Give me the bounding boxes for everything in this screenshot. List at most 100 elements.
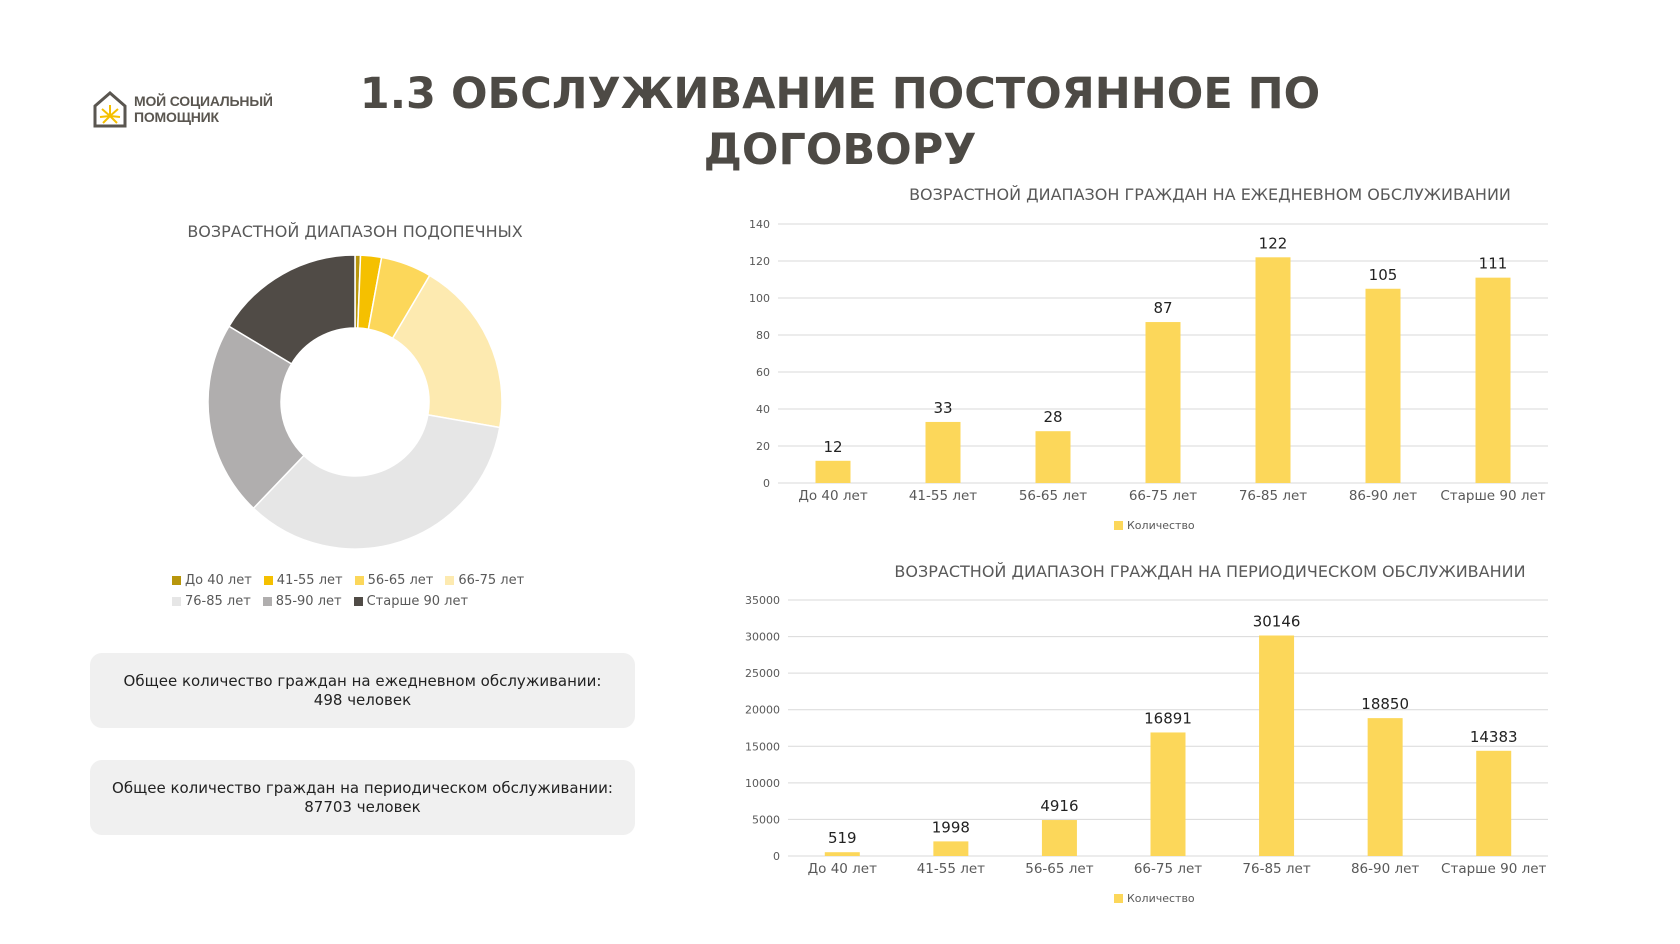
legend-swatch <box>262 597 272 606</box>
legend-swatch <box>172 576 181 585</box>
y-tick-label: 20 <box>756 440 770 453</box>
x-category-label: 86-90 лет <box>1349 488 1417 504</box>
y-tick-label: 120 <box>749 255 770 268</box>
bar-data-label: 105 <box>1369 266 1398 284</box>
logo: МОЙ СОЦИАЛЬНЫЙ ПОМОЩНИК <box>92 90 273 128</box>
pie-legend: До 40 лет 41-55 лет 56-65 лет 66-75 лет 76-8… <box>172 570 572 612</box>
bar <box>824 852 860 856</box>
periodic-total-box: Общее количество граждан на периодическо… <box>90 760 635 835</box>
y-tick-label: 0 <box>773 850 780 863</box>
y-tick-label: 100 <box>749 292 770 305</box>
page-title: 1.3 ОБСЛУЖИВАНИЕ ПОСТОЯННОЕ ПО ДОГОВОРУ <box>359 69 1321 175</box>
bar-data-label: 14383 <box>1470 728 1518 746</box>
legend-label: 66-75 лет <box>458 573 525 588</box>
periodic-total-label: Общее количество граждан на периодическо… <box>112 778 613 797</box>
x-category-label: 56-65 лет <box>1025 861 1093 877</box>
bar-data-label: 122 <box>1259 234 1288 252</box>
y-tick-label: 0 <box>763 477 770 490</box>
bar-data-label: 1998 <box>932 818 970 836</box>
legend-label: До 40 лет <box>185 573 252 588</box>
x-category-label: 56-65 лет <box>1019 488 1087 504</box>
legend-swatch <box>1114 894 1123 903</box>
bar-data-label: 16891 <box>1144 709 1192 727</box>
legend-swatch <box>1114 521 1123 530</box>
pie-legend-row: 76-85 лет 85-90 лет Старше 90 лет <box>172 591 572 612</box>
bar <box>815 460 851 483</box>
daily-total-value: 498 человек <box>313 690 412 709</box>
legend-label: 41-55 лет <box>276 573 343 588</box>
pie-legend-item: 66-75 лет <box>445 573 524 588</box>
pie-legend-item: 41-55 лет <box>263 573 343 588</box>
x-category-label: 41-55 лет <box>909 488 977 504</box>
bar <box>1255 257 1291 483</box>
x-category-label: 66-75 лет <box>1129 488 1197 504</box>
legend-swatch <box>353 597 363 606</box>
pie-slice-5 <box>207 325 305 510</box>
bar <box>1150 732 1186 856</box>
bar-data-label: 4916 <box>1040 797 1078 815</box>
pie-legend-row: До 40 лет 41-55 лет 56-65 лет 66-75 лет <box>172 570 572 591</box>
legend-swatch <box>445 576 455 585</box>
bar <box>925 421 961 483</box>
pie-legend-item: 85-90 лет <box>262 594 342 609</box>
y-tick-label: 30000 <box>745 631 780 644</box>
y-tick-label: 5000 <box>752 813 780 826</box>
y-tick-label: 80 <box>756 329 770 342</box>
pie-slice-3 <box>391 274 503 429</box>
bar <box>1041 820 1077 856</box>
x-category-label: Старше 90 лет <box>1441 861 1546 877</box>
x-category-label: До 40 лет <box>808 861 878 877</box>
legend-label: Количество <box>1127 519 1195 532</box>
periodic-bar-legend: Количество <box>1114 892 1195 905</box>
legend-label: 56-65 лет <box>367 573 434 588</box>
pie-legend-item: 56-65 лет <box>354 573 434 588</box>
x-category-label: 76-85 лет <box>1239 488 1307 504</box>
x-category-label: До 40 лет <box>798 488 868 504</box>
legend-swatch <box>263 576 273 585</box>
y-tick-label: 35000 <box>745 594 780 607</box>
x-category-label: 66-75 лет <box>1134 861 1202 877</box>
periodic-bar-chart-title: ВОЗРАСТНОЙ ДИАПАЗОН ГРАЖДАН НА ПЕРИОДИЧЕ… <box>894 562 1526 581</box>
x-category-label: 86-90 лет <box>1351 861 1419 877</box>
bar <box>1035 431 1071 483</box>
bar <box>1476 750 1512 856</box>
logo-line-1: МОЙ СОЦИАЛЬНЫЙ <box>134 93 273 109</box>
x-category-label: 41-55 лет <box>917 861 985 877</box>
y-tick-label: 40 <box>756 403 770 416</box>
bar <box>1145 322 1181 483</box>
bar-data-label: 111 <box>1479 255 1508 273</box>
bar <box>1259 635 1295 856</box>
bar-data-label: 30146 <box>1253 613 1301 631</box>
periodic-total-value: 87703 человек <box>304 797 421 816</box>
daily-total-label: Общее количество граждан на ежедневном о… <box>123 671 602 690</box>
y-tick-label: 15000 <box>745 740 780 753</box>
daily-total-box: Общее количество граждан на ежедневном о… <box>90 653 635 728</box>
pie-legend-item: До 40 лет <box>172 573 252 588</box>
legend-label: 85-90 лет <box>275 594 342 609</box>
pie-legend-item: 76-85 лет <box>172 594 251 609</box>
y-tick-label: 25000 <box>745 667 780 680</box>
bar-data-label: 33 <box>933 399 952 417</box>
legend-label: Старше 90 лет <box>366 594 469 609</box>
pie-slice-6 <box>227 254 356 365</box>
pie-chart-title: ВОЗРАСТНОЙ ДИАПАЗОН ПОДОПЕЧНЫХ <box>187 222 523 241</box>
legend-label: 76-85 лет <box>185 594 251 609</box>
bar-data-label: 519 <box>828 829 857 847</box>
bar-data-label: 12 <box>823 438 842 456</box>
bar-data-label: 28 <box>1043 408 1062 426</box>
logo-house-icon <box>93 91 127 128</box>
pie-slice-4 <box>252 413 501 550</box>
bar <box>933 841 969 856</box>
pie-legend-item: Старше 90 лет <box>353 594 469 609</box>
bar-data-label: 87 <box>1153 299 1172 317</box>
logo-text: МОЙ СОЦИАЛЬНЫЙ ПОМОЩНИК <box>134 93 273 125</box>
bar <box>1365 288 1401 483</box>
x-category-label: 76-85 лет <box>1242 861 1310 877</box>
logo-line-2: ПОМОЩНИК <box>134 109 219 125</box>
legend-label: Количество <box>1127 892 1195 905</box>
bar-data-label: 18850 <box>1361 695 1409 713</box>
legend-swatch <box>354 576 364 585</box>
daily-bar-chart-title: ВОЗРАСТНОЙ ДИАПАЗОН ГРАЖДАН НА ЕЖЕДНЕВНО… <box>909 185 1511 204</box>
